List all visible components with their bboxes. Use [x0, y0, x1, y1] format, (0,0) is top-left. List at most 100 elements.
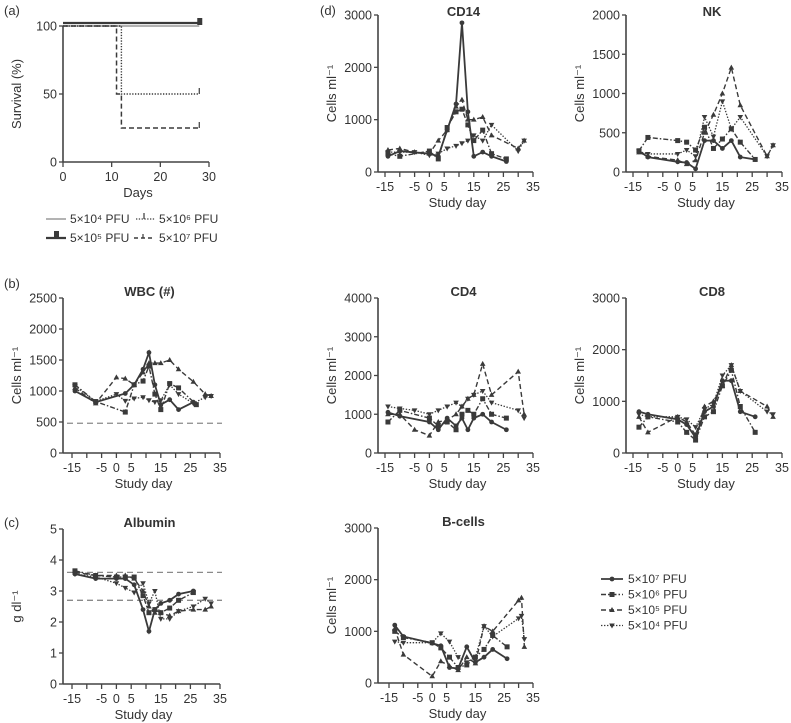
y-tick-label: 1500	[592, 48, 620, 62]
data-point	[504, 644, 510, 650]
data-point	[453, 400, 459, 406]
data-point	[645, 134, 651, 140]
data-point	[737, 389, 744, 394]
data-point	[481, 624, 487, 630]
data-point	[480, 396, 486, 402]
data-point	[131, 575, 137, 581]
series	[72, 363, 199, 415]
data-point	[465, 116, 471, 122]
data-point	[489, 411, 495, 417]
y-tick-label: 0	[50, 678, 57, 692]
data-point	[489, 634, 496, 640]
data-point	[488, 391, 495, 397]
data-point	[459, 141, 465, 147]
legend-label: 5×10⁷ PFU	[159, 231, 218, 245]
x-tick-label: -5	[96, 461, 107, 475]
y-tick-label: 0	[50, 447, 57, 461]
x-tick-label: 0	[426, 461, 433, 475]
data-point	[459, 20, 465, 26]
data-point	[140, 588, 146, 593]
data-point	[459, 404, 465, 410]
x-axis-label: Study day	[677, 476, 735, 491]
x-tick-label: 25	[183, 461, 197, 475]
x-tick-label: 0	[674, 461, 681, 475]
data-point	[202, 596, 208, 602]
legend-marker	[609, 623, 615, 629]
y-tick-label: 0	[365, 166, 372, 180]
data-point	[752, 156, 758, 162]
data-point	[515, 408, 521, 414]
data-point	[479, 360, 486, 366]
data-point	[463, 660, 470, 666]
data-point	[515, 368, 521, 374]
data-point	[693, 147, 699, 153]
data-point	[72, 571, 78, 577]
x-axis-label: Study day	[429, 195, 487, 210]
data-point	[158, 616, 164, 622]
y-tick-label: 2000	[344, 573, 372, 587]
data-point	[190, 401, 197, 407]
data-point	[113, 392, 120, 398]
data-point	[471, 153, 477, 159]
data-point	[481, 646, 487, 652]
data-point	[737, 154, 743, 160]
y-axis-label: Cells ml⁻¹	[324, 576, 339, 634]
chart-title: WBC (#)	[124, 284, 175, 299]
x-tick-label: 15	[715, 180, 729, 194]
data-point	[158, 601, 164, 606]
x-axis-label: Days	[123, 185, 153, 200]
x-tick-label: 25	[496, 180, 510, 194]
legend-marker	[609, 607, 615, 612]
data-point	[764, 403, 770, 409]
x-axis-label: Study day	[429, 706, 487, 721]
x-tick-label: 35	[526, 461, 540, 475]
data-point	[429, 673, 435, 679]
data-point	[504, 656, 510, 662]
data-point	[158, 398, 164, 404]
x-tick-label: -15	[63, 461, 81, 475]
series-line	[638, 65, 774, 165]
data-point	[684, 139, 690, 145]
x-axis-label: Study day	[677, 195, 735, 210]
data-point	[521, 637, 528, 643]
series-line	[638, 363, 774, 429]
data-point	[92, 399, 99, 405]
y-tick-label: 1000	[344, 408, 372, 422]
data-point	[158, 360, 164, 366]
y-tick-label: 2000	[344, 61, 372, 75]
x-tick-label: 35	[775, 180, 789, 194]
x-tick-label: 25	[496, 461, 510, 475]
y-tick-label: 1000	[344, 113, 372, 127]
x-tick-label: 15	[468, 691, 482, 705]
data-point	[465, 138, 471, 144]
y-axis-label: Cells ml⁻¹	[9, 346, 24, 404]
legend-marker	[609, 576, 615, 582]
data-point	[392, 622, 398, 628]
data-point	[397, 153, 403, 159]
y-tick-label: 3000	[344, 330, 372, 344]
x-tick-label: -15	[376, 461, 394, 475]
data-point	[728, 126, 735, 132]
data-point	[503, 156, 509, 162]
data-point	[131, 582, 137, 588]
x-axis-label: Study day	[115, 476, 173, 491]
data-point	[471, 138, 477, 144]
data-point	[397, 145, 403, 151]
data-point	[202, 391, 208, 397]
chart-title: B-cells	[442, 514, 485, 529]
data-point	[438, 645, 444, 651]
series	[72, 349, 196, 412]
data-point	[636, 412, 642, 418]
data-point	[737, 115, 744, 121]
data-point	[464, 644, 470, 650]
data-point	[701, 115, 708, 121]
data-point	[453, 103, 459, 109]
data-point	[719, 136, 725, 142]
data-point	[427, 419, 432, 425]
data-point	[521, 411, 527, 417]
data-point	[411, 150, 418, 156]
data-point	[146, 601, 152, 607]
legend-label: 5×10⁶ PFU	[159, 212, 218, 226]
series-line	[387, 108, 507, 161]
